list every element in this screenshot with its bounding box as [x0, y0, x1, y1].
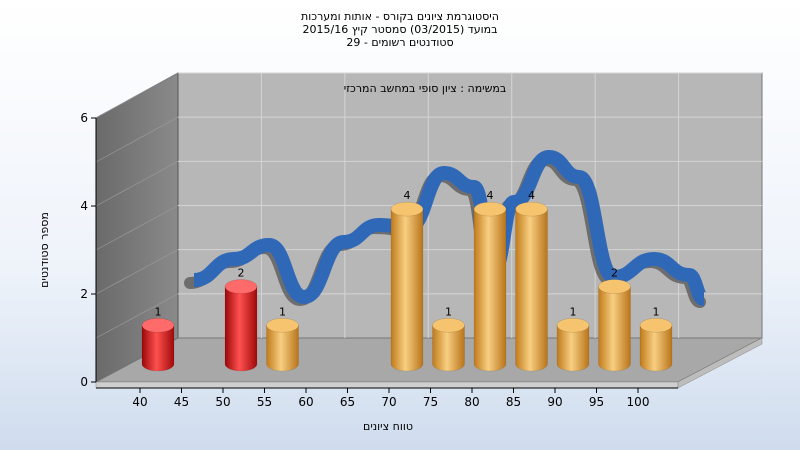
bar-body — [473, 208, 507, 372]
x-tick-label: 70 — [381, 395, 396, 409]
right-side-edge — [677, 337, 763, 389]
x-tick-label: 60 — [298, 395, 313, 409]
chart-title: היסטוגרמת ציונים בקורס - אותות ומערכות ב… — [0, 10, 800, 49]
bar-value-label: 2 — [238, 267, 245, 280]
bar-top — [473, 201, 507, 217]
bar-value-label: 1 — [445, 305, 452, 318]
bar-body — [141, 325, 175, 372]
bar-value-label: 1 — [570, 305, 577, 318]
bar-body — [639, 325, 673, 372]
grid-line-left-wall — [95, 249, 179, 295]
task-label: במשימה : ציון סופי במחשב המרכזי — [344, 82, 507, 95]
bar-body — [266, 325, 299, 372]
bar-body — [390, 208, 424, 372]
x-tick-label: 100 — [627, 395, 650, 409]
y-tick-label: 0 — [80, 375, 88, 389]
bar-body — [432, 325, 465, 372]
bar-top — [432, 318, 465, 333]
bar-value-label: 1 — [279, 305, 286, 318]
bars: 1 2 1 4 1 4 4 1 2 1 — [141, 189, 673, 372]
bar-value-label: 4 — [487, 189, 494, 202]
axes: 0 2 4 6 40 45 50 55 60 65 70 75 80 85 90 95 100 — [80, 111, 678, 409]
y-tick-label: 6 — [80, 111, 88, 125]
bar-85: 4 — [515, 189, 548, 372]
grid-line-left-wall — [95, 293, 179, 339]
title-line-1: היסטוגרמת ציונים בקורס - אותות ומערכות — [301, 10, 499, 23]
bar-body — [598, 286, 631, 372]
x-tick-label: 80 — [464, 395, 479, 409]
x-tick-label: 50 — [215, 395, 230, 409]
curve-ribbon — [193, 149, 708, 306]
bar-top — [390, 201, 424, 217]
front-floor-edge — [95, 381, 679, 389]
x-tick-label: 75 — [423, 395, 438, 409]
x-tick-label: 65 — [340, 395, 355, 409]
bar-50: 2 — [224, 267, 258, 372]
bar-body — [556, 325, 590, 372]
bar-value-label: 4 — [528, 189, 535, 202]
bar-80: 4 — [473, 189, 507, 372]
bar-90: 1 — [556, 305, 590, 372]
x-tick-label: 55 — [257, 395, 272, 409]
bar-100: 1 — [639, 305, 673, 372]
y-axis-title: מספר סטודנטים — [38, 212, 51, 288]
bar-55: 1 — [266, 305, 299, 372]
bar-40: 1 — [141, 305, 175, 372]
bar-value-label: 1 — [653, 305, 660, 318]
x-tick-label: 90 — [547, 395, 562, 409]
x-tick-label: 45 — [174, 395, 189, 409]
y-tick-label: 4 — [80, 199, 88, 213]
title-line-3: סטודנטים רשומים - 29 — [346, 36, 454, 49]
bar-95: 2 — [598, 267, 631, 372]
bar-top — [639, 318, 673, 333]
grid-line-left-wall — [95, 72, 179, 119]
grid-line-left-wall — [95, 205, 179, 251]
bar-70: 4 — [390, 189, 424, 372]
bar-value-label: 2 — [611, 267, 618, 280]
bar-top — [266, 318, 299, 333]
x-tick-label: 85 — [506, 395, 521, 409]
bar-value-label: 4 — [404, 189, 411, 202]
bar-top — [598, 279, 631, 294]
x-tick-label: 40 — [132, 395, 147, 409]
bar-top — [224, 279, 258, 294]
bar-top — [141, 318, 175, 333]
grid-lines — [95, 72, 762, 339]
bar-body — [224, 286, 258, 372]
title-line-2: במועד (03/2015) סמסטר קיץ 2015/16 — [302, 23, 498, 36]
grid-line-left-wall — [95, 161, 179, 207]
x-axis-title: טווח ציונים — [363, 420, 413, 433]
y-tick-label: 2 — [80, 287, 88, 301]
bar-body — [515, 208, 548, 372]
bar-top — [556, 318, 590, 333]
x-tick-label: 95 — [589, 395, 604, 409]
bar-value-label: 1 — [155, 305, 162, 318]
grid-line-left-wall — [95, 116, 179, 163]
bar-top — [515, 201, 548, 217]
bar-75: 1 — [432, 305, 465, 372]
